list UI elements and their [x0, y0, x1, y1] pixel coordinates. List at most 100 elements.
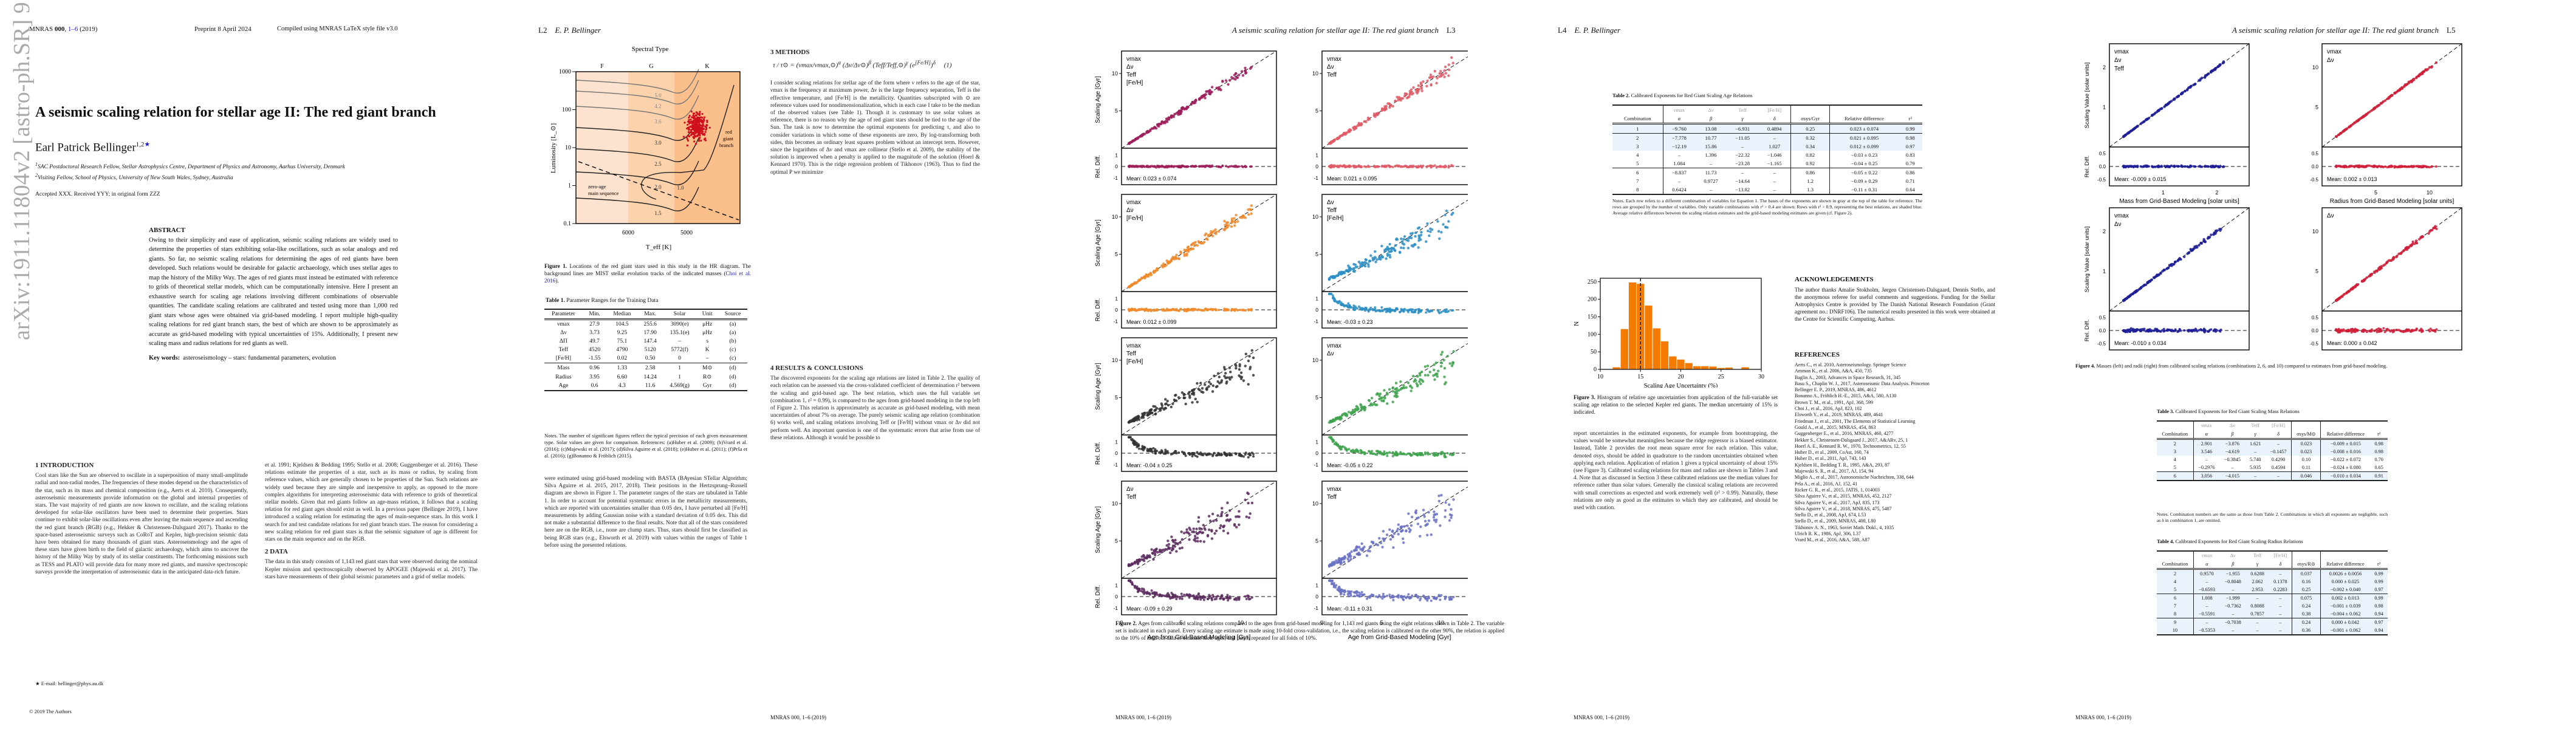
fig4-data-point	[2126, 296, 2129, 299]
reference-item[interactable]: Hoerl A. E., Kennard R. W., 1970, Techno…	[1795, 443, 1906, 449]
reference-item[interactable]: Ricker G. R., et al., 2015, JATIS, 1, 01…	[1795, 487, 1880, 493]
fig2-residual-point	[1416, 454, 1419, 457]
fig2-data-point	[1444, 515, 1447, 519]
fig2-residual-point	[1339, 303, 1342, 306]
fig2-data-point	[1138, 278, 1142, 282]
reference-item[interactable]: Vrard M., et al., 2016, A&A, 588, A87	[1795, 537, 1870, 543]
fig1-track-label: 3.6	[654, 118, 662, 125]
fig4-residual-point	[2199, 165, 2202, 168]
fig2-data-point	[1382, 399, 1385, 403]
fig4-residual-point	[2216, 165, 2219, 168]
fig2-residual-ytick-label: 0	[1315, 307, 1318, 313]
reference-item[interactable]: Huber D., et al., 2011, ApJ, 743, 143	[1795, 456, 1866, 462]
fig4-data-point	[2393, 256, 2396, 259]
fig3-histogram-bar	[1620, 329, 1628, 369]
fig2-data-point	[1397, 523, 1400, 526]
reference-item[interactable]: Miglio A., et al., 2017, Astronomische N…	[1795, 474, 1914, 481]
fig4-data-point	[2133, 290, 2136, 294]
table-row: 3 −12.19 15.86–1.027 0.34 0.012 ± 0.099 0.97	[1612, 142, 1922, 151]
fig2-xlabel: Age from Grid-Based Modeling [Gyr]	[1148, 634, 1251, 641]
table-cell: –	[2193, 456, 2220, 464]
reference-item[interactable]: Huber D., et al., 2009, CoAst, 160, 74	[1795, 450, 1869, 456]
fig2-mean-label: Mean: -0.11 ± 0.31	[1327, 606, 1372, 612]
table-cell: –	[1662, 177, 1696, 185]
reference-item[interactable]: Guggenberger E., et al., 2016, MNRAS, 46…	[1795, 431, 1894, 437]
fig2-residual-point	[1414, 310, 1417, 313]
reference-item[interactable]: Elsworth Y., et al., 2019, MNRAS, 489, 4…	[1795, 412, 1883, 418]
reference-item[interactable]: Basu S., Chaplin W. J., 2017, Asteroseis…	[1795, 380, 1930, 386]
reference-item[interactable]: Hekker S., Christensen-Dalsgaard J., 201…	[1795, 437, 1908, 443]
fig2-data-point	[1424, 240, 1428, 243]
reference-item[interactable]: Aerts C., et al. 2010, Asteroseismology.…	[1795, 362, 1906, 368]
reference-item[interactable]: Friedman J., et al., 2001, The Elements …	[1795, 418, 1916, 424]
fig2-data-point	[1128, 420, 1131, 423]
reference-item[interactable]: Tikhonov A. N., 1963, Soviet Math. Dokl.…	[1795, 524, 1894, 530]
table-cell: 0.92	[1790, 159, 1830, 168]
fig2-residual-ytick-label: 1	[1115, 295, 1118, 301]
reference-item[interactable]: Bonanno A., Fröhlich H.-E., 2015, A&A, 5…	[1795, 393, 1897, 399]
journal-header: MNRAS 000, 1–6 (2019)	[29, 26, 98, 33]
choi-2016-link[interactable]: Choi et al. 2016	[544, 270, 751, 284]
table-cell: −4.619	[2219, 448, 2245, 456]
email-footnote-marker[interactable]: ★	[144, 141, 151, 148]
reference-item[interactable]: Brown T. M., et al., 1991, ApJ, 368, 599	[1795, 399, 1874, 405]
reference-item[interactable]: Stello D., et al., 2008, ApJ, 674, L53	[1795, 512, 1866, 518]
table-row: νmax 27.9 104.5 255.6 3090(e) μHz (a)	[544, 320, 747, 329]
fig2-residual-point	[1132, 441, 1135, 444]
column-header: Relative difference	[1829, 114, 1899, 125]
fig4-data-point	[2424, 68, 2427, 71]
fig4-residual-point	[2337, 165, 2340, 168]
fig2-data-point	[1206, 535, 1210, 538]
fig1-rgb-label-3: branch	[719, 142, 734, 148]
fig4-ytick-label: 5	[2315, 104, 2318, 111]
reference-item[interactable]: Silva Aguirre V., et al., 2017, ApJ, 835…	[1795, 499, 1880, 505]
methods-column: 3 METHODS τ / τ⊙ = (νmax/νmax,⊙)α (Δν/Δν…	[770, 49, 980, 249]
fig2-data-point	[1417, 87, 1420, 91]
reference-item[interactable]: Stello D., et al., 2009, MNRAS, 400, L80	[1795, 518, 1876, 524]
fig2-residual-point	[1191, 307, 1194, 310]
fig2-residual-point	[1388, 451, 1391, 454]
table-cell: –	[1695, 185, 1727, 195]
fig4-data-point	[2387, 259, 2391, 262]
fig2-data-point	[1233, 217, 1236, 220]
table-cell: 8	[1612, 185, 1663, 195]
fig2-data-point	[1340, 134, 1344, 137]
fig2-data-point	[1210, 86, 1214, 89]
reference-item[interactable]: Silva Aguirre V., et al., 2015, MNRAS, 4…	[1795, 493, 1892, 499]
page-5-footer: MNRAS 000, 1–6 (2019)	[2075, 714, 2132, 720]
fig1-star-point	[692, 112, 695, 115]
fig2-data-point	[1160, 406, 1164, 409]
spectral-type-f: F	[600, 63, 604, 70]
fig4-residual-point	[2199, 328, 2202, 331]
reference-item[interactable]: Kjeldsen H., Bedding T. R., 1995, A&A, 2…	[1795, 462, 1890, 468]
reference-item[interactable]: Gould A., et al., 2015, MNRAS, 454, 863	[1795, 424, 1876, 430]
fig2-data-point	[1420, 87, 1423, 91]
table-cell: −0.008 ± 0.016	[2320, 448, 2371, 456]
reference-item[interactable]: Prša A., et al., 2016, AJ, 152, 41	[1795, 481, 1858, 487]
fig2-data-point	[1174, 538, 1177, 542]
fig3-histogram-bar	[1693, 366, 1701, 369]
fig2-data-point	[1345, 269, 1348, 273]
reference-item[interactable]: Majewski S. R., et al., 2017, AJ, 154, 9…	[1795, 468, 1874, 474]
fig2-data-point	[1154, 408, 1157, 412]
reference-item[interactable]: Choi J., et al., 2016, ApJ, 823, 102	[1795, 406, 1862, 412]
fig2-variable-label: νmax	[1327, 56, 1341, 63]
pages-link[interactable]: 1–6	[67, 26, 78, 33]
fig2-data-point	[1204, 383, 1207, 386]
reference-item[interactable]: Ammon K., et al. 2006, A&A, 450, 735	[1795, 368, 1872, 374]
reference-item[interactable]: Silva Aguirre V., et al., 2018, MNRAS, 4…	[1795, 505, 1892, 512]
reference-item[interactable]: Bellinger E. P., 2019, MNRAS, 486, 4612	[1795, 387, 1877, 393]
fig2-data-point	[1244, 364, 1247, 368]
reference-item[interactable]: Baglin A., 2003, Advances in Space Resea…	[1795, 374, 1901, 380]
fig4-residual-point	[2420, 327, 2423, 330]
reference-item[interactable]: Ulrich R. K., 1986, ApJ, 306, L37	[1795, 531, 1861, 537]
fig2-data-point	[1382, 530, 1385, 533]
fig4-residual-point	[2177, 330, 2180, 333]
fig2-data-point	[1194, 397, 1197, 401]
fig2-data-point	[1163, 122, 1166, 125]
fig1-star-point	[692, 122, 694, 125]
fig2-ytick-label: 5	[1115, 251, 1118, 257]
fig2-residual-point	[1134, 307, 1137, 310]
